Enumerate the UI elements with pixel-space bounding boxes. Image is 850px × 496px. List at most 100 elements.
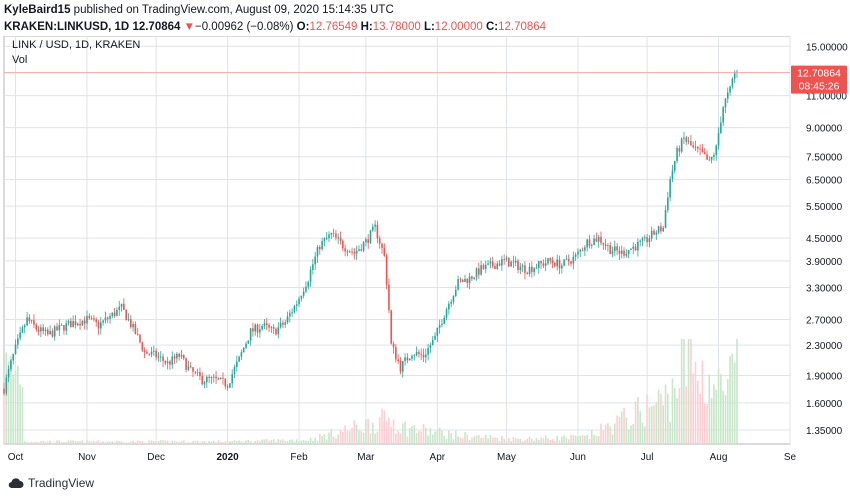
volume-bar	[588, 438, 591, 444]
candle-body	[293, 305, 296, 313]
volume-bar	[720, 374, 722, 444]
candle-body	[438, 325, 441, 328]
volume-bar	[127, 442, 130, 444]
volume-bar	[420, 431, 423, 444]
candle-body	[383, 247, 386, 256]
candle-body	[219, 377, 222, 380]
candle-body	[159, 356, 162, 358]
volume-bar	[365, 419, 367, 444]
volume-bar	[289, 439, 291, 444]
volume-bar	[452, 439, 455, 444]
candle-body	[667, 197, 669, 211]
candle-body	[263, 323, 266, 326]
candle-body	[715, 145, 718, 155]
candle-body	[563, 259, 565, 266]
volume-bar	[360, 431, 363, 444]
candle-body	[249, 328, 252, 341]
volume-bar	[316, 440, 319, 444]
volume-bar	[10, 355, 12, 444]
tradingview-logo[interactable]: TradingView	[8, 476, 94, 490]
price-tag: 12.70864 08:45:26	[791, 65, 847, 94]
volume-bar	[23, 441, 26, 444]
candle-body	[97, 322, 100, 329]
volume-bar	[572, 435, 575, 444]
y-tick-label: 11.00000	[806, 92, 847, 103]
volume-bar	[19, 384, 21, 444]
candle-body	[90, 318, 93, 319]
y-tick-label: 3.90000	[806, 257, 843, 268]
candle-body	[634, 246, 637, 251]
candle-body	[259, 329, 261, 333]
candle-body	[454, 289, 457, 296]
volume-bar	[374, 433, 376, 444]
ohlc-line: KRAKEN:LINKUSD, 1D 12.70864 ▼−0.00962 (−…	[4, 19, 546, 35]
volume-bar	[72, 440, 74, 444]
candle-body	[346, 251, 349, 253]
candle-body	[318, 246, 321, 250]
candle-body	[81, 320, 84, 326]
candle-body	[339, 237, 342, 241]
volume-bar	[279, 440, 282, 444]
candle-body	[505, 257, 508, 260]
volume-bar	[706, 404, 708, 444]
volume-bar	[459, 437, 462, 444]
volume-bar	[560, 436, 563, 444]
volume-bar	[189, 442, 192, 444]
candle-body	[335, 233, 337, 238]
volume-bar	[722, 390, 724, 444]
x-tick-label: Se	[784, 452, 797, 463]
candle-body	[134, 323, 137, 335]
volume-bar	[565, 437, 568, 444]
volume-bar	[102, 441, 104, 444]
candle-body	[602, 242, 605, 245]
candle-body	[323, 238, 326, 242]
price-chart[interactable]: 15.00000 11.00000 9.00000 7.50000 6.50000 5.5…	[0, 36, 850, 470]
volume-bar	[182, 440, 185, 444]
volume-bar	[413, 425, 416, 444]
volume-bar	[180, 440, 183, 444]
candle-body	[397, 359, 399, 362]
candle-body	[611, 251, 614, 254]
candle-body	[86, 315, 88, 324]
candle-body	[609, 245, 612, 254]
volume-bar	[547, 438, 549, 444]
candle-body	[517, 260, 519, 271]
volume-bar	[40, 441, 42, 444]
volume-bar	[528, 436, 531, 444]
high-value: 13.78000	[372, 21, 421, 33]
candle-body	[70, 320, 72, 328]
close-label: C:	[485, 21, 499, 33]
volume-bar	[159, 440, 162, 444]
volume-bar	[339, 429, 342, 444]
volume-bar	[67, 440, 70, 444]
volume-bar	[556, 435, 559, 444]
volume-bar	[524, 440, 526, 444]
volume-bar	[724, 395, 727, 444]
candle-body	[226, 386, 229, 388]
volume-bar	[505, 441, 508, 444]
candle-body	[676, 148, 678, 162]
candle-body	[570, 261, 572, 264]
candle-body	[401, 361, 404, 372]
volume-bar	[192, 441, 194, 444]
volume-bar	[173, 441, 176, 444]
candle-body	[171, 356, 174, 365]
candle-body	[443, 317, 446, 324]
candle-body	[512, 261, 515, 263]
candle-body	[203, 382, 206, 385]
candle-body	[42, 327, 44, 332]
volume-bar	[448, 430, 450, 444]
volume-bar	[590, 430, 593, 444]
author-name[interactable]: KyleBaird15	[4, 4, 71, 16]
volume-bar	[371, 422, 374, 444]
candle-body	[565, 259, 568, 260]
candle-body	[584, 247, 586, 251]
candle-body	[510, 261, 512, 267]
volume-bar	[625, 417, 628, 444]
volume-bar	[212, 440, 215, 444]
candle-body	[316, 246, 319, 257]
candle-body	[558, 259, 561, 269]
candle-body	[683, 137, 685, 139]
candle-body	[111, 312, 114, 317]
candle-body	[19, 332, 21, 339]
